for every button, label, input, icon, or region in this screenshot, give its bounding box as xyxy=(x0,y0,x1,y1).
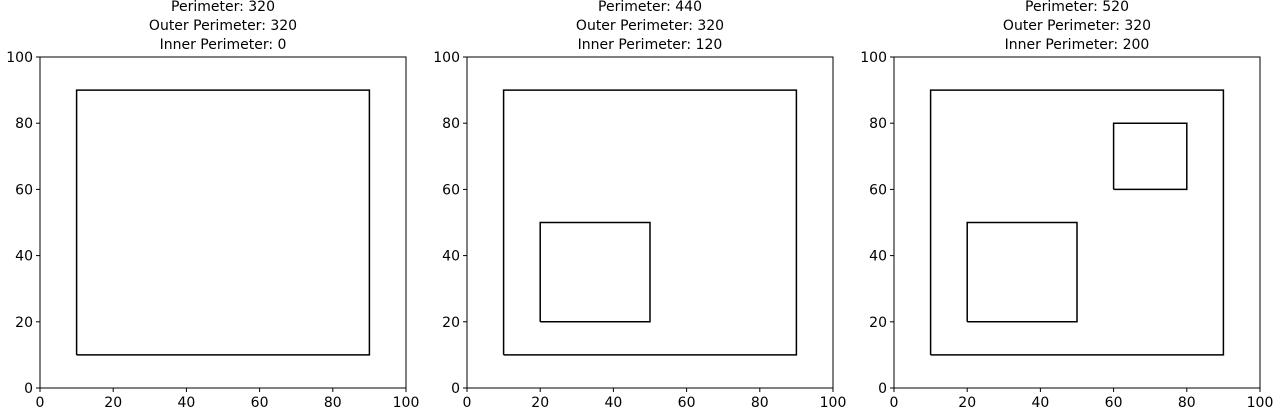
axes-frame xyxy=(893,56,1261,389)
y-tick-label: 80 xyxy=(442,116,460,132)
inner-boundary-line xyxy=(966,221,1078,323)
y-tick-label: 40 xyxy=(15,249,33,265)
y-tick-label: 60 xyxy=(15,182,33,198)
inner-boundary-line xyxy=(539,221,651,323)
chart-title-line-2: Outer Perimeter: 320 xyxy=(1003,18,1151,34)
x-tick-label: 20 xyxy=(104,395,122,411)
chart-title-line-3: Inner Perimeter: 120 xyxy=(578,37,723,53)
axes-frame xyxy=(466,56,834,389)
x-tick-label: 80 xyxy=(1178,395,1196,411)
y-tick-label: 40 xyxy=(869,249,887,265)
x-tick-label: 60 xyxy=(678,395,696,411)
outer-boundary-line xyxy=(502,89,798,356)
outer-boundary-line xyxy=(929,89,1225,356)
x-tick-label: 60 xyxy=(251,395,269,411)
chart-title-line-1: Perimeter: 520 xyxy=(1025,0,1129,15)
x-tick-label: 100 xyxy=(1247,395,1274,411)
x-tick-label: 60 xyxy=(1105,395,1123,411)
y-tick-label: 100 xyxy=(6,50,33,66)
y-tick-label: 80 xyxy=(15,116,33,132)
y-tick-label: 100 xyxy=(433,50,460,66)
y-tick-label: 20 xyxy=(15,315,33,331)
x-tick-label: 40 xyxy=(1031,395,1049,411)
x-tick-label: 0 xyxy=(463,395,472,411)
x-tick-label: 100 xyxy=(393,395,420,411)
axes-frame xyxy=(39,56,407,389)
y-tick-label: 100 xyxy=(860,50,887,66)
x-tick-label: 20 xyxy=(958,395,976,411)
chart-title: Perimeter: 520 Outer Perimeter: 320 Inner … xyxy=(1003,0,1151,53)
y-tick-label: 60 xyxy=(869,182,887,198)
inner-boundary-line xyxy=(1112,122,1188,191)
chart-title-line-2: Outer Perimeter: 320 xyxy=(149,18,297,34)
chart-title: Perimeter: 320 Outer Perimeter: 320 Inner … xyxy=(149,0,297,53)
chart-title-line-3: Inner Perimeter: 0 xyxy=(160,37,287,53)
y-tick-label: 40 xyxy=(442,249,460,265)
x-tick-label: 40 xyxy=(604,395,622,411)
chart-panel-2: Perimeter: 440 Outer Perimeter: 320 Inner … xyxy=(433,0,846,411)
chart-title-line-2: Outer Perimeter: 320 xyxy=(576,18,724,34)
y-tick-label: 20 xyxy=(442,315,460,331)
chart-title: Perimeter: 440 Outer Perimeter: 320 Inner … xyxy=(576,0,724,53)
x-tick-label: 80 xyxy=(324,395,342,411)
chart-title-line-3: Inner Perimeter: 200 xyxy=(1005,37,1150,53)
y-tick-label: 60 xyxy=(442,182,460,198)
y-tick-label: 0 xyxy=(451,381,460,397)
outer-boundary-line xyxy=(75,89,371,356)
x-tick-label: 80 xyxy=(751,395,769,411)
x-tick-label: 100 xyxy=(820,395,847,411)
x-tick-label: 20 xyxy=(531,395,549,411)
chart-title-line-1: Perimeter: 320 xyxy=(171,0,275,15)
y-tick-label: 0 xyxy=(878,381,887,397)
x-tick-label: 40 xyxy=(177,395,195,411)
x-tick-label: 0 xyxy=(890,395,899,411)
y-tick-label: 20 xyxy=(869,315,887,331)
chart-title-line-1: Perimeter: 440 xyxy=(598,0,702,15)
chart-panel-1: Perimeter: 320 Outer Perimeter: 320 Inner … xyxy=(6,0,419,411)
y-tick-label: 0 xyxy=(24,381,33,397)
y-tick-label: 80 xyxy=(869,116,887,132)
x-tick-label: 0 xyxy=(36,395,45,411)
chart-panel-3: Perimeter: 520 Outer Perimeter: 320 Inner … xyxy=(860,0,1273,411)
